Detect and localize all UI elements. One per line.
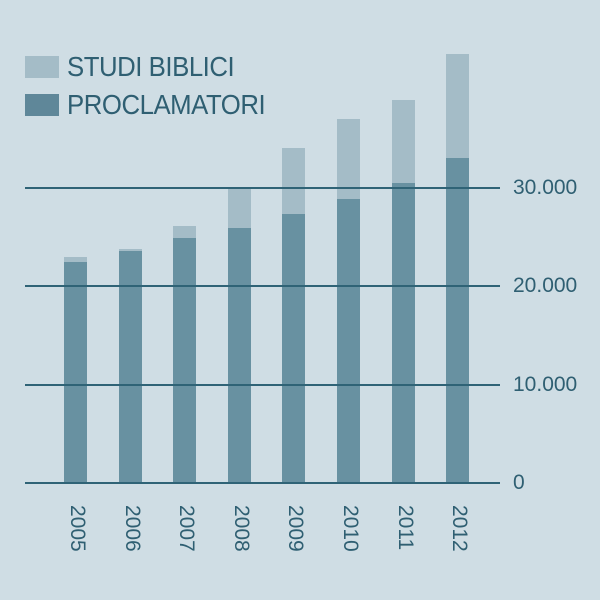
legend-item-studi-biblici: STUDI BIBLICI bbox=[25, 53, 249, 81]
bar-proclamatori bbox=[282, 214, 305, 483]
gridline bbox=[25, 285, 500, 287]
bar-studi-biblici bbox=[173, 225, 196, 238]
y-tick-label: 10.000 bbox=[513, 372, 578, 396]
x-tick-label: 2005 bbox=[66, 505, 89, 552]
y-tick-label: 0 bbox=[513, 471, 525, 494]
bar-studi-biblici bbox=[282, 148, 305, 215]
bar-studi-biblici bbox=[64, 257, 87, 263]
legend-item-proclamatori: PROCLAMATORI bbox=[25, 91, 282, 119]
x-tick-label: 2009 bbox=[284, 505, 307, 552]
bar-proclamatori bbox=[337, 199, 360, 483]
y-tick-label: 20.000 bbox=[513, 274, 578, 297]
x-tick-label: 2010 bbox=[339, 505, 362, 552]
bar-studi-biblici bbox=[228, 187, 251, 228]
bar-studi-biblici bbox=[337, 118, 360, 200]
bar-proclamatori bbox=[392, 182, 415, 483]
bar-proclamatori bbox=[228, 227, 251, 483]
bar-proclamatori bbox=[446, 157, 469, 483]
x-tick-label: 2012 bbox=[448, 505, 471, 552]
gridline bbox=[25, 482, 500, 484]
bar-studi-biblici bbox=[119, 249, 142, 252]
y-tick-label: 30.000 bbox=[513, 175, 578, 199]
bar-proclamatori bbox=[173, 237, 196, 483]
gridline bbox=[25, 383, 500, 386]
legend-swatch bbox=[25, 94, 59, 116]
x-tick-label: 2011 bbox=[394, 505, 417, 551]
bar-proclamatori bbox=[119, 251, 142, 483]
gridline bbox=[25, 186, 500, 189]
legend-label: PROCLAMATORI bbox=[67, 89, 266, 120]
legend-swatch bbox=[25, 56, 59, 78]
bar-studi-biblici bbox=[392, 99, 415, 183]
x-tick-label: 2006 bbox=[121, 505, 144, 552]
x-tick-label: 2008 bbox=[230, 505, 253, 552]
bar-studi-biblici bbox=[446, 53, 469, 158]
bar-proclamatori bbox=[64, 262, 87, 483]
x-tick-label: 2007 bbox=[175, 505, 198, 552]
legend-label: STUDI BIBLICI bbox=[67, 51, 235, 82]
